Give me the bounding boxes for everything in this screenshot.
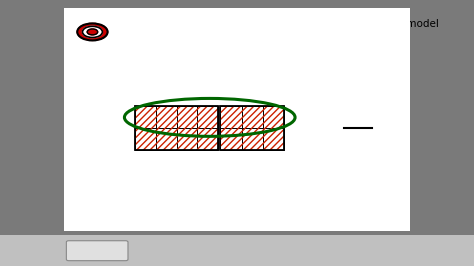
Text: $1\frac{3}{4}$: $1\frac{3}{4}$ xyxy=(260,64,275,86)
Text: Page 3 of 5: Page 3 of 5 xyxy=(85,238,124,244)
Text: 8: 8 xyxy=(352,149,364,167)
Text: =: = xyxy=(313,124,327,142)
Text: I can multiply a fraction and a mixed number using an area model: I can multiply a fraction and a mixed nu… xyxy=(92,19,438,29)
Text: $\frac{1}{2}$: $\frac{1}{2}$ xyxy=(193,64,201,86)
Text: $\frac{3}{4}$: $\frac{3}{4}$ xyxy=(238,85,246,106)
Text: $1\frac{3}{4}$: $1\frac{3}{4}$ xyxy=(257,42,274,67)
Text: 1: 1 xyxy=(174,93,182,106)
Text: $\bullet$: $\bullet$ xyxy=(235,46,244,60)
Text: $\frac{1}{2}$: $\frac{1}{2}$ xyxy=(214,42,222,67)
Text: $\frac{1}{2}$: $\frac{1}{2}$ xyxy=(107,115,116,140)
Text: groups of: groups of xyxy=(206,69,258,79)
Text: SmartPage: SmartPage xyxy=(218,255,256,260)
